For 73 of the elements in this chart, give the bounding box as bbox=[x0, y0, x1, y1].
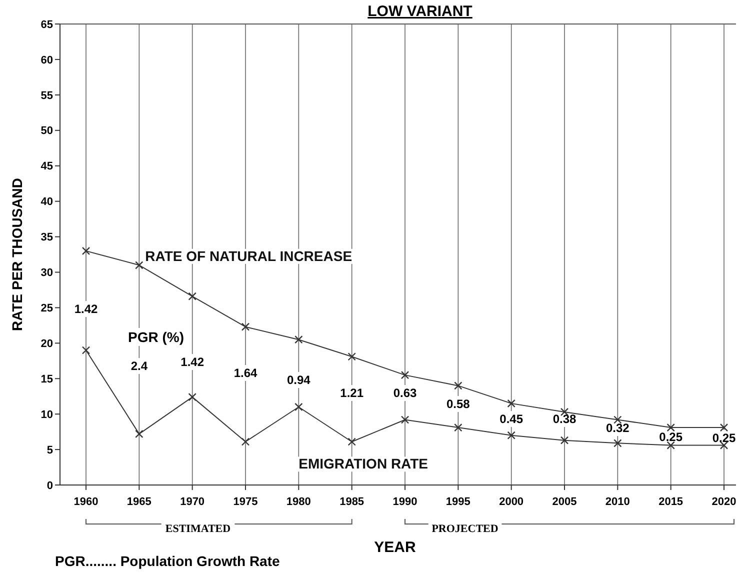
point bbox=[135, 261, 144, 270]
x-tick-label: 2010 bbox=[605, 496, 630, 508]
y-tick-label: 50 bbox=[40, 125, 53, 138]
text: ESTIMATED bbox=[165, 523, 231, 535]
y-tick-label: 10 bbox=[40, 408, 53, 421]
annotation: 0.45 bbox=[500, 412, 524, 426]
annotation: 1.42 bbox=[74, 302, 98, 316]
y-tick-label: 60 bbox=[40, 54, 53, 66]
annotation: 0.25 bbox=[659, 430, 683, 444]
point bbox=[188, 292, 196, 300]
x-tick-label: 2015 bbox=[658, 496, 684, 508]
annotation: 1.64 bbox=[234, 366, 258, 380]
x-tick-label: 2000 bbox=[499, 496, 524, 508]
text: PROJECTED bbox=[432, 523, 498, 535]
point bbox=[454, 423, 462, 432]
x-tick-label: 2020 bbox=[712, 496, 736, 508]
y-tick-label: 45 bbox=[40, 160, 53, 173]
x-tick-label: 1965 bbox=[126, 496, 152, 508]
x-tick-label: 1985 bbox=[340, 496, 364, 508]
y-tick-label: 25 bbox=[40, 302, 53, 315]
x-tick-label: 1995 bbox=[446, 496, 470, 508]
y-tick-label: 55 bbox=[40, 90, 53, 102]
point bbox=[82, 246, 90, 256]
point bbox=[560, 436, 569, 444]
x-tick-label: 1970 bbox=[180, 496, 205, 508]
point bbox=[294, 336, 303, 344]
x-tick-label: 1980 bbox=[286, 496, 311, 508]
annotation: 0.25 bbox=[712, 431, 736, 445]
annotation: 0.38 bbox=[552, 412, 576, 426]
y-tick-label: 65 bbox=[40, 18, 53, 31]
point bbox=[400, 370, 410, 380]
y-tick-label: 0 bbox=[46, 480, 53, 492]
point bbox=[348, 438, 356, 446]
annotation: 0.94 bbox=[286, 373, 311, 387]
y-tick-label: 5 bbox=[46, 444, 53, 456]
point bbox=[666, 441, 675, 450]
x-tick-label: 1975 bbox=[233, 496, 258, 508]
y-tick-label: 15 bbox=[40, 373, 53, 386]
annotation: 1.21 bbox=[340, 386, 364, 400]
point bbox=[400, 416, 410, 424]
chart-title: LOW VARIANT bbox=[368, 3, 472, 20]
x-tick-label: 1960 bbox=[74, 496, 98, 508]
point bbox=[294, 402, 303, 412]
point bbox=[507, 431, 516, 440]
point bbox=[614, 439, 622, 448]
point bbox=[348, 352, 356, 361]
x-tick-label: 1990 bbox=[392, 496, 418, 508]
annotation: 0.63 bbox=[393, 386, 417, 400]
y-tick-label: 35 bbox=[40, 232, 53, 244]
point bbox=[666, 423, 675, 432]
point bbox=[241, 438, 250, 446]
series-label: RATE OF NATURAL INCREASE bbox=[145, 248, 352, 264]
y-axis-title: RATE PER THOUSAND bbox=[9, 178, 25, 331]
annotation: PGR (%) bbox=[128, 329, 184, 345]
annotation: 2.4 bbox=[130, 359, 148, 373]
y-tick-label: 30 bbox=[40, 267, 53, 280]
annotation: 0.32 bbox=[606, 421, 630, 435]
annotation: 0.58 bbox=[446, 397, 470, 411]
point bbox=[82, 346, 90, 354]
point bbox=[507, 399, 516, 408]
point bbox=[454, 382, 462, 390]
x-tick-label: 2005 bbox=[552, 496, 577, 508]
y-tick-label: 20 bbox=[40, 338, 53, 350]
x-axis-title: YEAR bbox=[374, 539, 416, 556]
point bbox=[135, 430, 144, 438]
series-label: EMIGRATION RATE bbox=[298, 456, 428, 472]
y-tick-label: 40 bbox=[40, 196, 53, 208]
text: PGR........ Population Growth Rate bbox=[55, 553, 280, 569]
point bbox=[720, 423, 728, 432]
annotation: 1.42 bbox=[180, 355, 204, 369]
point bbox=[614, 416, 622, 424]
point bbox=[241, 322, 250, 331]
point bbox=[188, 392, 196, 402]
